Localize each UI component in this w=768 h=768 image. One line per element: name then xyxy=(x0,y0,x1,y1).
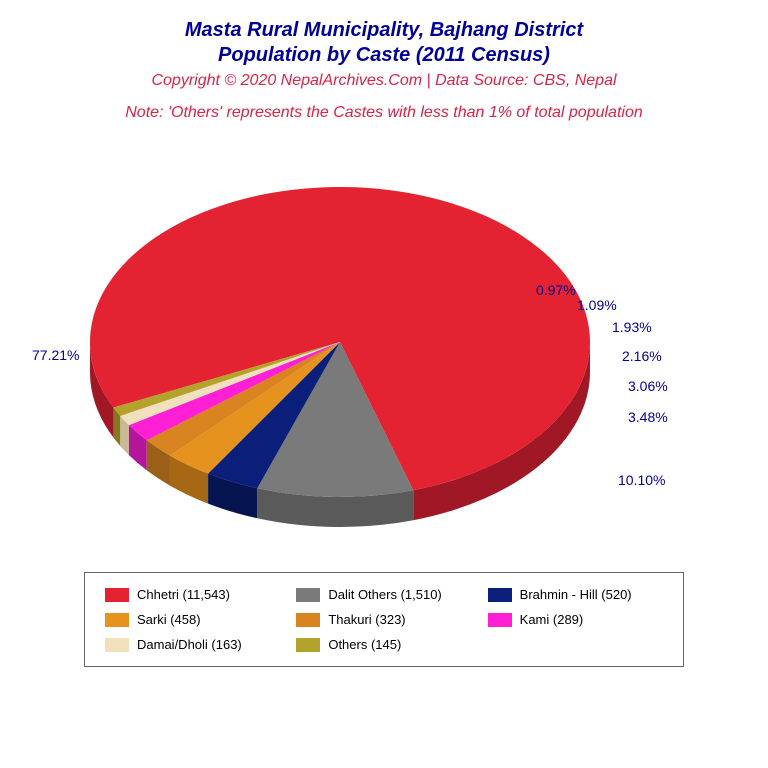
chart-title: Masta Rural Municipality, Bajhang Distri… xyxy=(0,0,768,68)
legend-item: Dalit Others (1,510) xyxy=(296,587,471,602)
legend-label: Others (145) xyxy=(328,637,401,652)
pct-label: 77.21% xyxy=(32,347,79,363)
legend-label: Chhetri (11,543) xyxy=(137,587,230,602)
legend-label: Sarki (458) xyxy=(137,612,201,627)
pct-label: 1.09% xyxy=(577,297,617,313)
legend-label: Brahmin - Hill (520) xyxy=(520,587,632,602)
legend-label: Kami (289) xyxy=(520,612,584,627)
legend-swatch xyxy=(296,613,320,627)
pct-label: 1.93% xyxy=(612,319,652,335)
legend-swatch xyxy=(105,638,129,652)
pie-chart: 77.21% 10.10% 3.48% 3.06% 2.16% 1.93% 1.09%0.9… xyxy=(0,122,768,562)
legend-item: Damai/Dholi (163) xyxy=(105,637,280,652)
legend-swatch xyxy=(488,613,512,627)
pct-label: 3.06% xyxy=(628,378,668,394)
legend-swatch xyxy=(296,638,320,652)
legend-swatch xyxy=(296,588,320,602)
pct-label: 0.97% xyxy=(536,282,576,298)
legend-swatch xyxy=(488,588,512,602)
legend-item: Thakuri (323) xyxy=(296,612,471,627)
legend-item: Chhetri (11,543) xyxy=(105,587,280,602)
legend: Chhetri (11,543) Dalit Others (1,510) Brah… xyxy=(84,572,684,667)
pct-label: 2.16% xyxy=(622,348,662,364)
legend-item: Others (145) xyxy=(296,637,471,652)
pie-svg xyxy=(0,122,768,562)
legend-item: Brahmin - Hill (520) xyxy=(488,587,663,602)
title-line-2: Population by Caste (2011 Census) xyxy=(0,43,768,68)
title-line-1: Masta Rural Municipality, Bajhang Distri… xyxy=(0,18,768,43)
legend-item: Kami (289) xyxy=(488,612,663,627)
legend-label: Dalit Others (1,510) xyxy=(328,587,441,602)
legend-label: Damai/Dholi (163) xyxy=(137,637,242,652)
copyright-text: Copyright © 2020 NepalArchives.Com | Dat… xyxy=(0,72,768,90)
legend-swatch xyxy=(105,588,129,602)
note-text: Note: 'Others' represents the Castes wit… xyxy=(0,104,768,122)
legend-item: Sarki (458) xyxy=(105,612,280,627)
legend-label: Thakuri (323) xyxy=(328,612,405,627)
pct-label: 10.10% xyxy=(618,472,665,488)
legend-swatch xyxy=(105,613,129,627)
pct-label: 3.48% xyxy=(628,409,668,425)
